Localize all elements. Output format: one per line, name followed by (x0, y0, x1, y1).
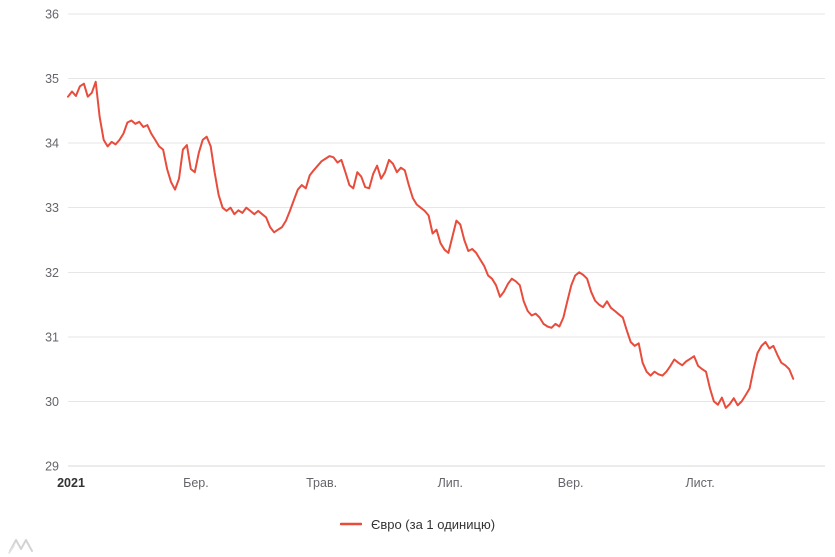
svg-text:31: 31 (45, 330, 59, 344)
svg-text:30: 30 (45, 395, 59, 409)
svg-text:2021: 2021 (57, 476, 85, 490)
svg-text:Вер.: Вер. (558, 476, 584, 490)
legend-marker-icon (339, 522, 362, 526)
legend: Євро (за 1 одиницю) (0, 512, 835, 536)
chart-svg[interactable]: 36 35 34 33 32 31 30 29 2021 Бер. Трав. Лип. Вер. Ли… (0, 0, 835, 500)
svg-text:32: 32 (45, 266, 59, 280)
svg-text:33: 33 (45, 201, 59, 215)
y-axis-labels: 36 35 34 33 32 31 30 29 (45, 8, 59, 474)
exchange-rate-chart: 36 35 34 33 32 31 30 29 2021 Бер. Трав. Лип. Вер. Ли… (0, 0, 835, 500)
svg-text:35: 35 (45, 72, 59, 86)
minfin-watermark-icon (8, 539, 33, 554)
legend-item-euro[interactable]: Євро (за 1 одиницю) (370, 516, 496, 532)
svg-text:29: 29 (45, 460, 59, 474)
x-axis-labels: 2021 Бер. Трав. Лип. Вер. Лист. (57, 476, 715, 490)
euro-series-line[interactable] (67, 80, 795, 409)
svg-text:36: 36 (45, 8, 59, 22)
svg-text:34: 34 (45, 137, 59, 151)
svg-text:Лип.: Лип. (438, 476, 463, 490)
svg-text:Трав.: Трав. (306, 476, 337, 490)
svg-text:Бер.: Бер. (183, 476, 209, 490)
svg-text:Лист.: Лист. (685, 476, 714, 490)
grid-layer (68, 13, 825, 467)
